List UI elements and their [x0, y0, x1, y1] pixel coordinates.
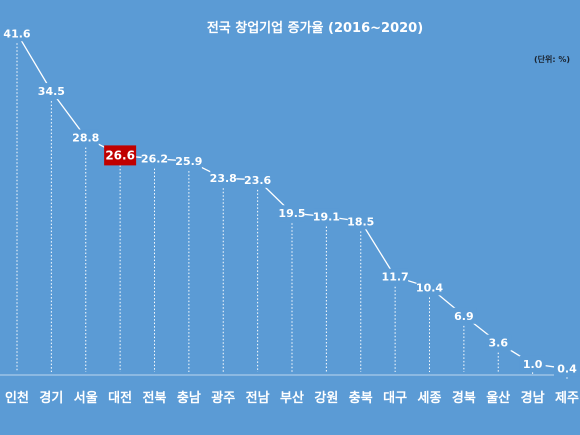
label-bg-9: [279, 205, 305, 222]
data-label-8: 23.6: [244, 174, 271, 187]
data-label-4: 26.6: [105, 148, 135, 162]
data-label-5: 26.2: [141, 153, 168, 166]
highlight-box: [104, 145, 137, 166]
label-bg-16: [519, 355, 546, 372]
x-tick-label-13: 세종: [418, 391, 442, 406]
x-tick-label-4: 대전: [108, 390, 132, 406]
x-tick-label-12: 대구: [383, 391, 407, 406]
data-label-1: 41.6: [3, 27, 30, 40]
x-tick-label-11: 충북: [349, 390, 373, 406]
data-label-13: 10.4: [416, 281, 443, 294]
data-label-2: 34.5: [38, 85, 65, 98]
x-tick-label-3: 서울: [74, 390, 98, 406]
x-tick-label-16: 경남: [521, 390, 545, 406]
data-label-6: 25.9: [175, 155, 202, 168]
label-bg-11: [347, 213, 374, 230]
data-label-9: 19.5: [278, 207, 305, 220]
label-bg-2: [38, 83, 65, 100]
drop-lines: [16, 43, 568, 379]
label-bg-13: [416, 279, 443, 296]
label-bg-7: [210, 170, 237, 187]
unit-note: (단위: %): [534, 54, 570, 64]
x-tick-label-10: 강원: [314, 390, 338, 406]
data-label-15: 3.6: [489, 337, 509, 350]
x-tick-label-2: 경기: [39, 390, 63, 406]
data-label-10: 19.1: [313, 210, 340, 223]
label-bg-1: [4, 25, 30, 42]
label-bg-10: [313, 208, 340, 225]
data-labels: 41.6 34.5 28.8 26.6 26.2 25.9 23.8 23.6 19.5 19.1…: [3, 25, 580, 377]
data-label-16: 1.0: [523, 358, 543, 371]
x-tick-label-7: 광주: [211, 391, 235, 406]
label-bg-6: [175, 153, 202, 170]
x-tick-label-17: 제주: [555, 391, 579, 406]
data-label-11: 18.5: [347, 215, 374, 228]
data-label-12: 11.7: [382, 271, 409, 284]
label-bg-3: [72, 129, 99, 146]
x-tick-label-5: 전북: [143, 390, 167, 406]
data-label-3: 28.8: [72, 131, 99, 144]
label-bg-8: [244, 171, 271, 188]
x-tick-label-9: 부산: [280, 390, 304, 406]
x-tick-labels: 인천 경기 서울 대전 전북 충남 광주 전남 부산 강원 충북 대구 세종 경북 울산 경남 제주: [5, 390, 579, 406]
chart-title: 전국 창업기업 증가율 (2016~2020): [207, 20, 423, 36]
label-bg-5: [141, 150, 168, 167]
label-bg-12: [382, 268, 409, 285]
x-tick-label-14: 경북: [452, 390, 476, 406]
label-bg-14: [450, 307, 477, 324]
x-tick-label-15: 울산: [486, 390, 510, 406]
data-label-17: 0.4: [557, 363, 577, 376]
data-label-14: 6.9: [454, 310, 474, 323]
label-bg-15: [485, 334, 512, 351]
data-label-7: 23.8: [210, 172, 237, 185]
label-bg-17: [554, 360, 580, 377]
x-tick-label-1: 인천: [5, 390, 29, 406]
x-tick-label-8: 전남: [246, 390, 270, 406]
x-tick-label-6: 충남: [177, 390, 201, 406]
